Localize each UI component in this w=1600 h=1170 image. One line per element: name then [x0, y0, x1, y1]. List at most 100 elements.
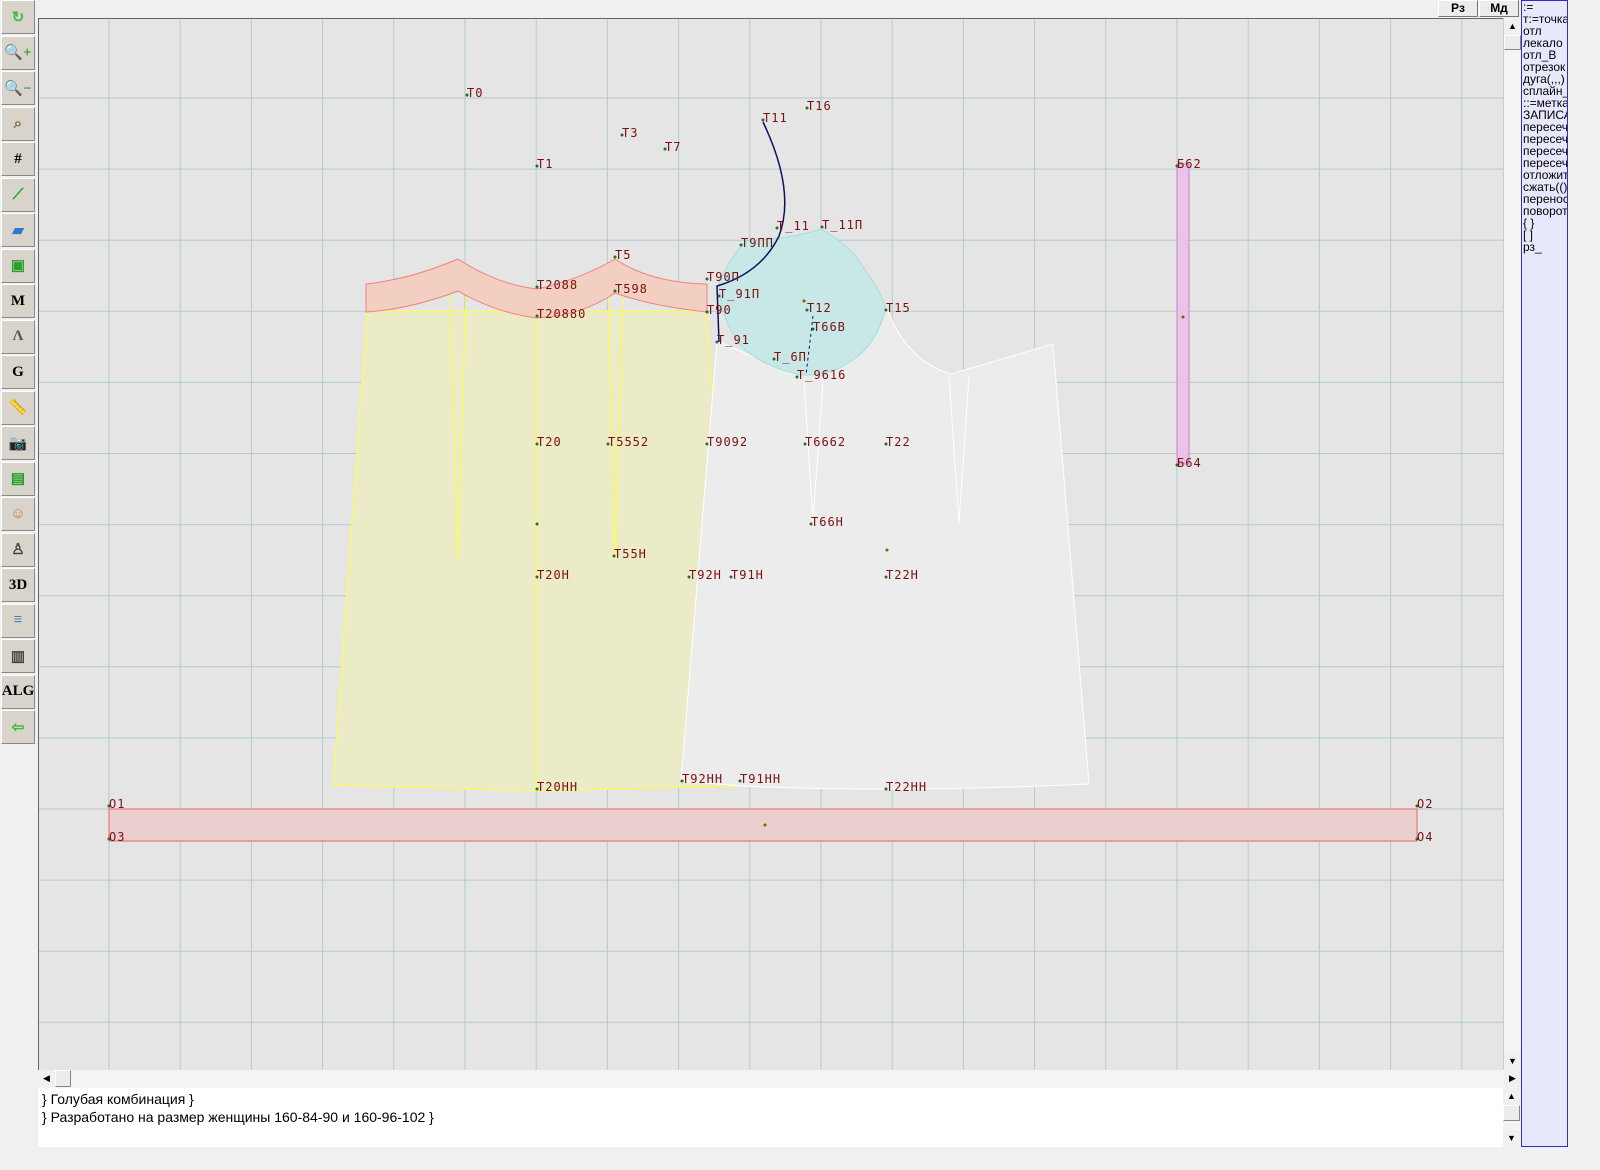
command-item[interactable]: дуга(,,,): [1523, 72, 1565, 86]
front-panel-piece[interactable]: [680, 304, 1090, 790]
command-item[interactable]: поворот: [1523, 204, 1568, 218]
spreadsheet-button[interactable]: ▤: [1, 461, 35, 496]
pattern-m-button[interactable]: M: [1, 284, 35, 318]
point-marker[interactable]: [107, 804, 111, 808]
zoom-out-button[interactable]: 🔍−: [1, 71, 35, 105]
notes-area[interactable]: } Голубая комбинация } } Разработано на …: [38, 1088, 1521, 1147]
command-item[interactable]: отложить: [1523, 168, 1568, 182]
point-marker[interactable]: [738, 779, 742, 783]
point-marker[interactable]: [535, 787, 539, 791]
map-button[interactable]: ▰: [1, 213, 35, 247]
3d-button[interactable]: 3D: [1, 568, 35, 602]
alg-button[interactable]: ALG: [1, 674, 35, 709]
point-marker[interactable]: [663, 147, 667, 151]
vertical-scrollbar[interactable]: ▲ ▼: [1503, 18, 1521, 1070]
point-marker[interactable]: [803, 442, 807, 446]
scroll-down-icon[interactable]: ▼: [1503, 1130, 1520, 1147]
point-marker[interactable]: [1415, 837, 1419, 841]
horizontal-scroll-thumb[interactable]: [55, 1070, 71, 1087]
marker-strip[interactable]: [1176, 163, 1190, 465]
scroll-up-icon[interactable]: ▲: [1504, 18, 1521, 35]
command-item[interactable]: пересеч: [1523, 156, 1568, 170]
zoom-pattern-button[interactable]: ⌕: [1, 106, 35, 141]
md-button[interactable]: Мд: [1479, 0, 1519, 17]
point-marker[interactable]: [884, 442, 888, 446]
point-marker[interactable]: [612, 554, 616, 558]
point-marker[interactable]: [884, 787, 888, 791]
point-marker[interactable]: [705, 277, 709, 281]
command-item[interactable]: ЗАПИСАТЬ: [1523, 108, 1567, 122]
point-marker[interactable]: [805, 106, 809, 110]
command-item[interactable]: сжать((): [1523, 180, 1568, 194]
command-item[interactable]: т:=точка: [1523, 12, 1568, 26]
books-button[interactable]: ▥: [1, 639, 35, 673]
command-item[interactable]: отрезок: [1523, 60, 1566, 74]
point-marker[interactable]: [465, 93, 469, 97]
command-item[interactable]: :=: [1523, 0, 1534, 14]
point-marker[interactable]: [613, 255, 617, 259]
command-item[interactable]: рз_: [1523, 240, 1542, 254]
point-marker[interactable]: [729, 575, 733, 579]
compass-button[interactable]: Ʌ: [1, 319, 35, 354]
document-list-button[interactable]: ≡: [1, 603, 35, 638]
scroll-left-icon[interactable]: ◀: [38, 1070, 55, 1087]
point-marker[interactable]: [606, 442, 610, 446]
point-marker[interactable]: [535, 442, 539, 446]
point-marker[interactable]: [535, 575, 539, 579]
horizontal-scrollbar[interactable]: ◀ ▶: [38, 1070, 1521, 1088]
zoom-in-button[interactable]: 🔍+: [1, 35, 35, 70]
point-marker[interactable]: [535, 285, 539, 289]
grid-button[interactable]: #: [1, 142, 35, 176]
point-marker[interactable]: [620, 133, 624, 137]
selvage-bar[interactable]: [108, 808, 1418, 842]
notes-scrollbar[interactable]: ▲ ▼: [1503, 1088, 1521, 1147]
exit-button[interactable]: ⇦: [1, 710, 35, 744]
point-marker[interactable]: [884, 575, 888, 579]
command-item[interactable]: [ ]: [1523, 228, 1534, 242]
scroll-up-icon[interactable]: ▲: [1503, 1088, 1520, 1105]
model-photo-button[interactable]: ☺: [1, 497, 35, 531]
command-item[interactable]: сплайн_: [1523, 84, 1568, 98]
camera-button[interactable]: 📷: [1, 426, 35, 460]
command-item[interactable]: { }: [1523, 216, 1535, 230]
point-marker[interactable]: [811, 327, 815, 331]
point-marker[interactable]: [107, 837, 111, 841]
command-item[interactable]: отл_В: [1523, 48, 1557, 62]
command-item[interactable]: отл: [1523, 24, 1542, 38]
point-marker[interactable]: [705, 310, 709, 314]
point-marker[interactable]: [717, 294, 721, 298]
scroll-right-icon[interactable]: ▶: [1504, 1070, 1521, 1087]
point-marker[interactable]: [613, 289, 617, 293]
point-marker[interactable]: [739, 243, 743, 247]
armhole-curve[interactable]: [716, 121, 786, 343]
point-marker[interactable]: [1415, 804, 1419, 808]
point-marker[interactable]: [1175, 164, 1179, 168]
vertical-scroll-thumb[interactable]: [1504, 35, 1521, 50]
scroll-down-icon[interactable]: ▼: [1504, 1053, 1521, 1070]
command-item[interactable]: пересеч: [1523, 132, 1568, 146]
rz-button[interactable]: Рз: [1438, 0, 1478, 17]
command-item[interactable]: перенос: [1523, 192, 1568, 206]
point-marker[interactable]: [820, 225, 824, 229]
command-item[interactable]: пересеч: [1523, 144, 1568, 158]
point-marker[interactable]: [715, 340, 719, 344]
command-item[interactable]: пересеч: [1523, 120, 1568, 134]
point-marker[interactable]: [535, 314, 539, 318]
point-marker[interactable]: [705, 442, 709, 446]
sleeve-cap-piece[interactable]: [718, 228, 887, 376]
refresh-button[interactable]: ↻: [1, 0, 35, 34]
point-marker[interactable]: [1175, 463, 1179, 467]
point-marker[interactable]: [535, 164, 539, 168]
point-marker[interactable]: [795, 375, 799, 379]
point-marker[interactable]: [761, 118, 765, 122]
point-marker[interactable]: [805, 308, 809, 312]
point-marker[interactable]: [680, 779, 684, 783]
point-marker[interactable]: [775, 226, 779, 230]
point-marker[interactable]: [884, 308, 888, 312]
pattern-g-button[interactable]: G: [1, 355, 35, 389]
point-marker[interactable]: [809, 522, 813, 526]
ruler-button[interactable]: 📏: [1, 390, 35, 425]
point-marker[interactable]: [687, 575, 691, 579]
point-marker[interactable]: [772, 357, 776, 361]
drawing-canvas[interactable]: Т0 Т3 Т7 Т1 Т11 Т16 Т9ПП Т_11 Т_11П Т5 Т2088 Т598 Т9…: [38, 18, 1503, 1070]
